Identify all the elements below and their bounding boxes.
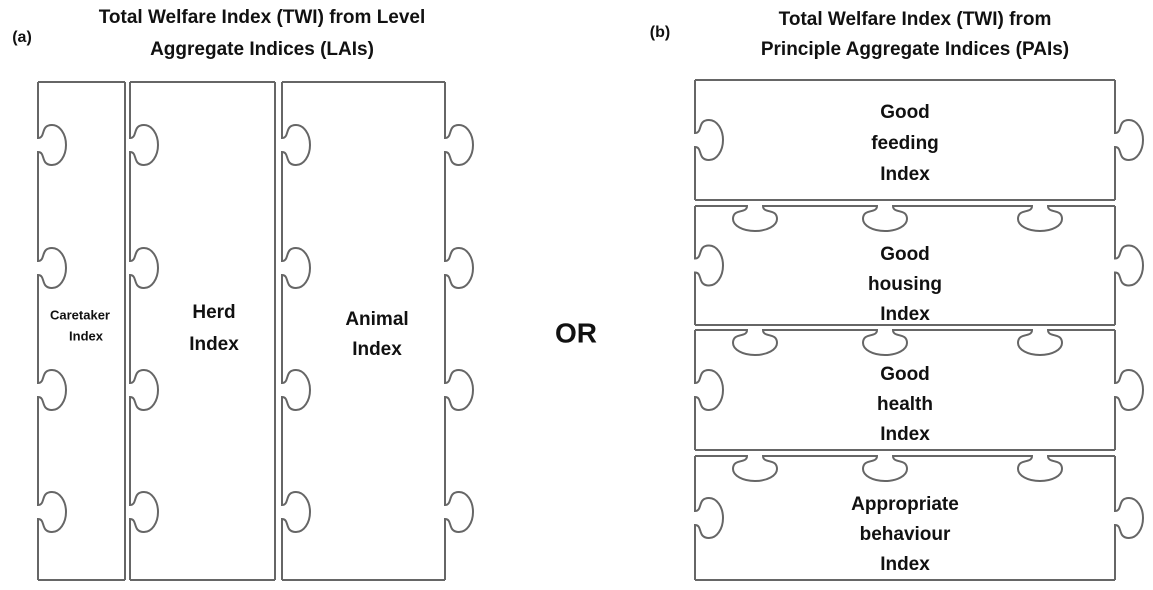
piece-label: Index <box>189 334 239 355</box>
panel-title: Total Welfare Index (TWI) from <box>779 9 1052 30</box>
puzzle-edge <box>444 82 474 580</box>
panel-label: (b) <box>650 24 670 41</box>
panel-title: Aggregate Indices (LAIs) <box>150 39 374 60</box>
panel-title: Principle Aggregate Indices (PAIs) <box>761 39 1069 60</box>
puzzle-edge <box>1114 456 1144 580</box>
piece-label: Index <box>69 328 104 343</box>
puzzle-edge <box>37 82 67 580</box>
puzzle-edge <box>281 82 311 580</box>
piece-label: Index <box>880 164 930 185</box>
panel-label: (a) <box>12 29 32 46</box>
piece-label: Appropriate <box>851 494 959 515</box>
puzzle-edge <box>694 80 724 200</box>
puzzle-edge <box>694 330 724 450</box>
piece-label: Good <box>880 364 930 385</box>
puzzle-edge <box>1114 330 1144 450</box>
piece-label: Good <box>880 244 930 265</box>
puzzle-outlines <box>37 79 1144 581</box>
separator: OR <box>555 317 597 348</box>
puzzle-edge <box>129 82 159 580</box>
piece-label: Animal <box>345 309 408 330</box>
piece-label: health <box>877 394 933 415</box>
piece-label: Caretaker <box>50 307 110 322</box>
piece-label: behaviour <box>860 524 951 545</box>
piece-label: Index <box>880 304 930 325</box>
puzzle-edge <box>694 206 724 325</box>
puzzle-edge <box>695 329 1115 356</box>
piece-label: Herd <box>192 302 235 323</box>
puzzle-edge <box>694 456 724 580</box>
panel-title: Total Welfare Index (TWI) from Level <box>99 7 426 28</box>
piece-label: feeding <box>871 133 939 154</box>
piece-label: Index <box>880 424 930 445</box>
puzzle-edge <box>695 455 1115 482</box>
piece-label: Index <box>352 339 402 360</box>
piece-label: housing <box>868 274 942 295</box>
puzzle-edge <box>1114 80 1144 200</box>
piece-label: Index <box>880 554 930 575</box>
puzzle-edge <box>1114 206 1144 325</box>
puzzle-edge <box>695 205 1115 232</box>
piece-label: Good <box>880 102 930 123</box>
